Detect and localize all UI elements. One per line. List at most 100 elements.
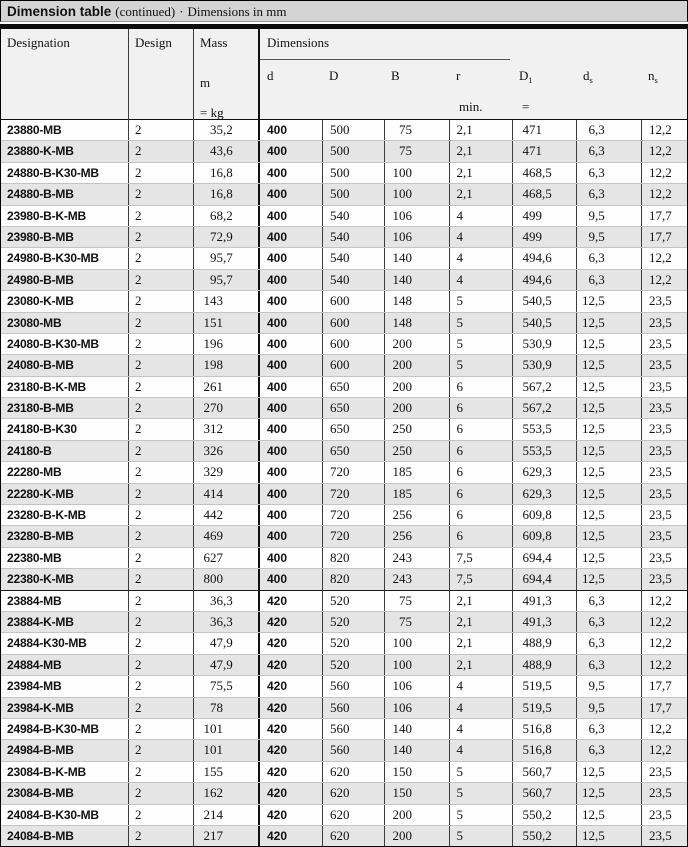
cell-ds: 6,3 bbox=[576, 269, 641, 291]
cell-B: 256 bbox=[384, 505, 449, 526]
cell-B: 100 bbox=[384, 184, 449, 205]
table-row: 24884-K30-MB 2 47,9 420 520 100 2,1 488,9 6,3 12,… bbox=[1, 632, 687, 654]
table-row: 23080-MB 2 151 400 600 148 5 540,5 12,5 23,5 bbox=[1, 311, 687, 333]
cell-d: 400 bbox=[258, 569, 322, 590]
cell-d: 420 bbox=[258, 611, 322, 633]
table-row: 23984-K-MB 2 78 420 560 106 4 519,5 9,5 17,7 bbox=[1, 696, 687, 718]
cell-r: 4 bbox=[449, 269, 512, 291]
cell-designation: 22380-MB bbox=[7, 550, 62, 565]
cell-design: 2 bbox=[128, 162, 193, 184]
cell-ds: 12,5 bbox=[576, 376, 641, 398]
cell-mass: 800 bbox=[193, 569, 258, 590]
cell-ns: 23,5 bbox=[641, 505, 685, 526]
cell-designation: 23984-K-MB bbox=[7, 700, 74, 715]
cell-designation: 23880-MB bbox=[7, 123, 62, 137]
cell-d: 400 bbox=[258, 184, 322, 205]
cell-ns: 17,7 bbox=[641, 697, 685, 718]
cell-D1: 488,9 bbox=[512, 633, 576, 654]
cell-D: 500 bbox=[322, 162, 384, 184]
cell-ns: 12,2 bbox=[641, 633, 685, 654]
cell-d: 420 bbox=[258, 654, 322, 676]
header-dim-col: ns bbox=[648, 68, 658, 85]
table-row: 24180-B-K30 2 312 400 650 250 6 553,5 12,5 23,5 bbox=[1, 418, 687, 440]
cell-ns: 23,5 bbox=[641, 333, 685, 355]
cell-ns: 23,5 bbox=[641, 825, 685, 847]
table-row: 24080-B-MB 2 198 400 600 200 5 530,9 12,5 23,5 bbox=[1, 354, 687, 376]
cell-designation: 23980-B-MB bbox=[7, 229, 74, 244]
header-design: Design bbox=[128, 29, 193, 121]
cell-designation: 24884-MB bbox=[7, 657, 62, 672]
cell-B: 100 bbox=[384, 633, 449, 654]
cell-D1: 553,5 bbox=[512, 440, 576, 462]
cell-designation: 22280-K-MB bbox=[7, 486, 74, 501]
cell-B: 140 bbox=[384, 718, 449, 740]
cell-ds: 12,5 bbox=[576, 505, 641, 526]
cell-design: 2 bbox=[128, 825, 193, 847]
cell-mass: 151 bbox=[193, 312, 258, 333]
cell-r: 2,1 bbox=[449, 184, 512, 205]
cell-d: 400 bbox=[258, 483, 322, 505]
cell-design: 2 bbox=[128, 676, 193, 697]
cell-designation: 23280-B-K-MB bbox=[7, 508, 86, 523]
cell-D: 600 bbox=[322, 355, 384, 376]
table-row: 23084-B-K-MB 2 155 420 620 150 5 560,7 12,5 23,5 bbox=[1, 760, 687, 783]
cell-B: 185 bbox=[384, 483, 449, 505]
cell-mass: 270 bbox=[193, 398, 258, 419]
cell-design: 2 bbox=[128, 120, 193, 141]
cell-design: 2 bbox=[128, 505, 193, 526]
cell-mass: 162 bbox=[193, 783, 258, 804]
cell-ds: 12,5 bbox=[576, 462, 641, 483]
cell-B: 106 bbox=[384, 226, 449, 248]
cell-D1: 694,4 bbox=[512, 547, 576, 569]
cell-ds: 12,5 bbox=[576, 783, 641, 804]
cell-ds: 12,5 bbox=[576, 825, 641, 847]
cell-ns: 12,2 bbox=[641, 141, 685, 162]
cell-D: 540 bbox=[322, 205, 384, 226]
cell-ds: 9,5 bbox=[576, 205, 641, 226]
cell-D1: 499 bbox=[512, 226, 576, 248]
cell-ns: 23,5 bbox=[641, 291, 685, 312]
cell-r: 2,1 bbox=[449, 611, 512, 633]
header-mass-unit: = kg bbox=[200, 105, 224, 120]
cell-D1: 609,8 bbox=[512, 526, 576, 547]
cell-D1: 567,2 bbox=[512, 376, 576, 398]
cell-d: 400 bbox=[258, 419, 322, 440]
table-row: 23980-B-MB 2 72,9 400 540 106 4 499 9,5 17,7 bbox=[1, 225, 687, 248]
table-row: 22380-MB 2 627 400 820 243 7,5 694,4 12,5 23,5 bbox=[1, 546, 687, 569]
cell-mass: 68,2 bbox=[193, 205, 258, 226]
cell-ds: 6,3 bbox=[576, 141, 641, 162]
table-row: 23884-K-MB 2 36,3 420 520 75 2,1 491,3 6,3 12,2 bbox=[1, 610, 687, 633]
cell-ns: 12,2 bbox=[641, 740, 685, 761]
cell-design: 2 bbox=[128, 483, 193, 505]
cell-ds: 6,3 bbox=[576, 120, 641, 141]
cell-D1: 629,3 bbox=[512, 462, 576, 483]
cell-r: 4 bbox=[449, 205, 512, 226]
cell-ds: 6,3 bbox=[576, 248, 641, 269]
table-row: 24884-MB 2 47,9 420 520 100 2,1 488,9 6,3 12,2 bbox=[1, 653, 687, 676]
cell-d: 400 bbox=[258, 462, 322, 483]
cell-ns: 23,5 bbox=[641, 398, 685, 419]
table-row: 23984-MB 2 75,5 420 560 106 4 519,5 9,5 17,7 bbox=[1, 675, 687, 697]
cell-D1: 516,8 bbox=[512, 740, 576, 761]
cell-D: 500 bbox=[322, 141, 384, 162]
cell-ds: 12,5 bbox=[576, 440, 641, 462]
cell-D1: 519,5 bbox=[512, 697, 576, 718]
cell-designation: 24880-B-K30-MB bbox=[7, 165, 99, 180]
cell-design: 2 bbox=[128, 718, 193, 740]
cell-ns: 23,5 bbox=[641, 312, 685, 333]
dimension-table: Designation Design Mass m = kg Dimension… bbox=[0, 29, 688, 847]
cell-mass: 47,9 bbox=[193, 654, 258, 676]
cell-r: 5 bbox=[449, 783, 512, 804]
header-dim-col: ds bbox=[583, 68, 593, 85]
cell-r: 5 bbox=[449, 825, 512, 847]
cell-ds: 12,5 bbox=[576, 312, 641, 333]
cell-design: 2 bbox=[128, 226, 193, 248]
table-row: 24880-B-MB 2 16,8 400 500 100 2,1 468,5 6,3 12,2 bbox=[1, 183, 687, 205]
table-row: 24084-B-K30-MB 2 214 420 620 200 5 550,2 12,5 23,… bbox=[1, 803, 687, 825]
cell-D: 520 bbox=[322, 654, 384, 676]
cell-r: 6 bbox=[449, 483, 512, 505]
cell-d: 400 bbox=[258, 398, 322, 419]
cell-design: 2 bbox=[128, 376, 193, 398]
table-row: 23884-MB 2 36,3 420 520 75 2,1 491,3 6,3 12,2 bbox=[1, 589, 687, 611]
cell-mass: 326 bbox=[193, 440, 258, 462]
